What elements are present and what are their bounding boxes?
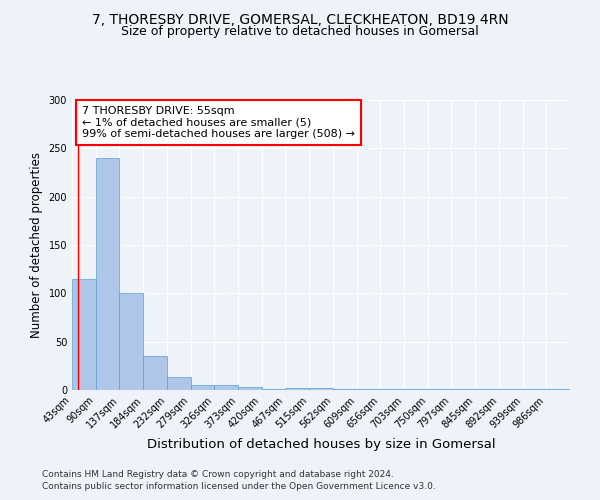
Bar xyxy=(96,158,119,390)
Bar xyxy=(167,378,191,390)
Text: Contains public sector information licensed under the Open Government Licence v3: Contains public sector information licen… xyxy=(42,482,436,491)
Bar xyxy=(214,385,238,390)
Bar xyxy=(191,385,214,390)
Bar xyxy=(309,388,333,390)
Bar xyxy=(428,389,451,390)
Bar xyxy=(475,389,499,390)
Text: Contains HM Land Registry data © Crown copyright and database right 2024.: Contains HM Land Registry data © Crown c… xyxy=(42,470,394,479)
Bar xyxy=(143,356,167,390)
Bar xyxy=(262,389,286,390)
Y-axis label: Number of detached properties: Number of detached properties xyxy=(30,152,43,338)
Text: 7 THORESBY DRIVE: 55sqm
← 1% of detached houses are smaller (5)
99% of semi-deta: 7 THORESBY DRIVE: 55sqm ← 1% of detached… xyxy=(82,106,355,139)
Bar xyxy=(499,389,523,390)
Bar xyxy=(523,389,546,390)
Bar xyxy=(380,389,404,390)
Bar xyxy=(546,389,570,390)
X-axis label: Distribution of detached houses by size in Gomersal: Distribution of detached houses by size … xyxy=(146,438,496,451)
Bar xyxy=(356,389,380,390)
Text: Size of property relative to detached houses in Gomersal: Size of property relative to detached ho… xyxy=(121,25,479,38)
Bar xyxy=(333,389,356,390)
Bar xyxy=(119,294,143,390)
Bar xyxy=(238,387,262,390)
Bar xyxy=(404,389,428,390)
Bar xyxy=(451,389,475,390)
Bar xyxy=(286,388,309,390)
Bar xyxy=(72,279,96,390)
Text: 7, THORESBY DRIVE, GOMERSAL, CLECKHEATON, BD19 4RN: 7, THORESBY DRIVE, GOMERSAL, CLECKHEATON… xyxy=(92,12,508,26)
